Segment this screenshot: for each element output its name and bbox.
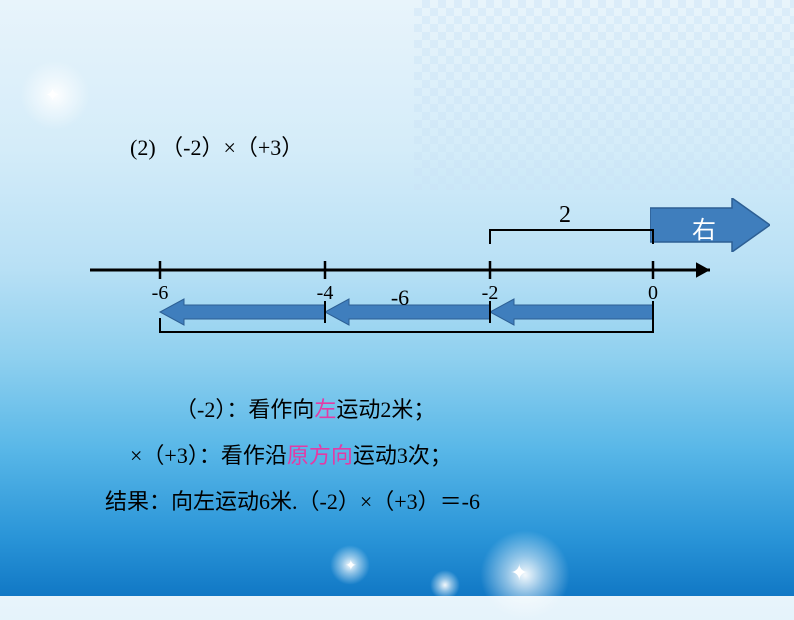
svg-text:-4: -4: [317, 282, 334, 304]
svg-text:-6: -6: [391, 285, 409, 310]
explain-1a: （-2）：看作向: [175, 397, 314, 422]
explain-2-highlight: 原方向: [287, 443, 353, 468]
slide-content: (2) （-2）×（+3） 右 -6 -4 -2 0 2 -6 （-2）：看作向左运动2米…: [0, 0, 794, 596]
explain-line-1: （-2）：看作向左运动2米；: [175, 392, 435, 424]
explain-line-2: ×（+3）：看作沿原方向运动3次；: [130, 438, 452, 470]
svg-text:-6: -6: [152, 282, 169, 304]
svg-text:-2: -2: [482, 282, 499, 304]
number-line-diagram: -6 -4 -2 0 2 -6: [70, 190, 750, 360]
explain-line-3: 结果：向左运动6米.（-2）×（+3）＝-6: [105, 484, 480, 516]
direction-arrow-label: 右: [692, 210, 716, 245]
explain-2a: ×（+3）：看作沿: [130, 443, 287, 468]
svg-text:2: 2: [559, 202, 571, 228]
svg-text:0: 0: [648, 282, 658, 304]
explain-1b: 运动2米；: [336, 397, 435, 422]
problem-label: (2) （-2）×（+3）: [130, 130, 303, 162]
explain-2b: 运动3次；: [353, 443, 452, 468]
explain-1-highlight: 左: [314, 397, 336, 422]
